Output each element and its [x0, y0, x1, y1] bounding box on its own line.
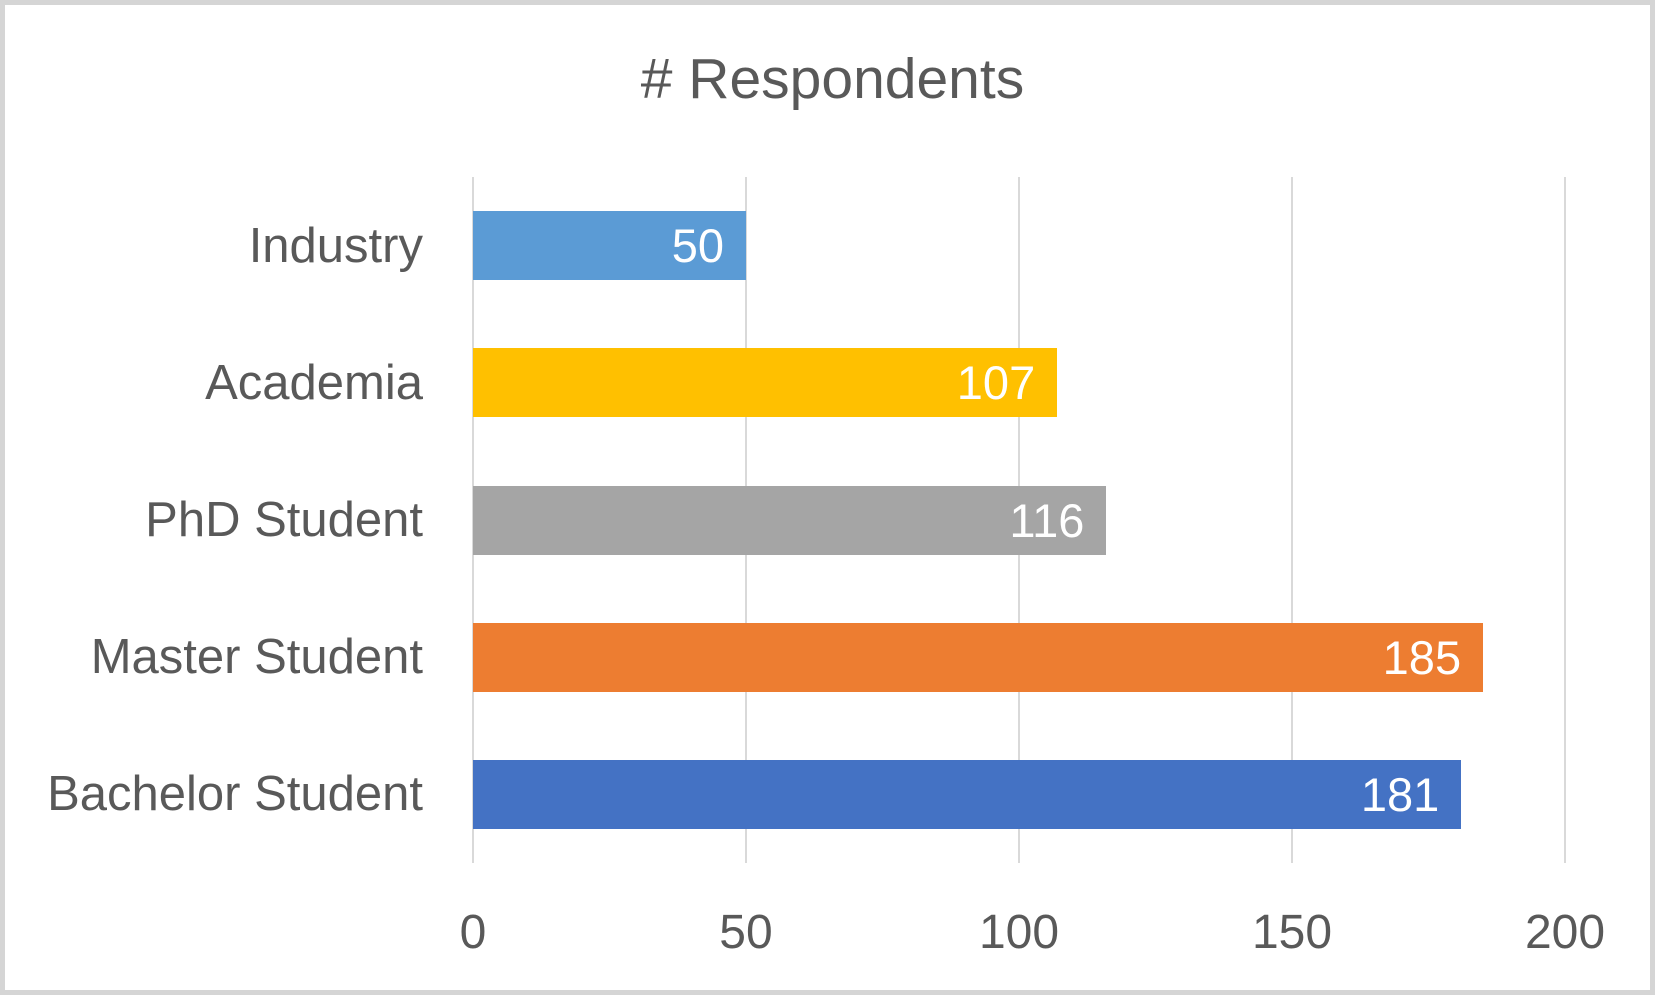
bar-phd-student: 116	[473, 485, 1107, 555]
data-label-bachelor-student: 181	[1360, 767, 1440, 821]
x-tick-label-100: 100	[978, 906, 1060, 959]
x-tick-label-150: 150	[1251, 906, 1333, 959]
chart-title: # Respondents	[640, 47, 1025, 111]
category-label-bachelor-student: Bachelor Student	[47, 767, 423, 822]
x-tick-label-200: 200	[1524, 906, 1606, 959]
value-axis: 0 50 100 150 200	[5, 905, 1655, 975]
bar-academia: 107	[473, 348, 1058, 418]
x-tick-label-0: 0	[459, 906, 487, 959]
data-label-master-student: 185	[1382, 630, 1462, 684]
gridline-x-150	[1291, 177, 1293, 863]
category-label-master-student: Master Student	[90, 630, 423, 685]
category-label-industry: Industry	[248, 218, 423, 273]
data-label-academia: 107	[956, 356, 1036, 410]
gridline-x-200	[1564, 177, 1566, 863]
x-tick-label-50: 50	[719, 906, 773, 959]
data-label-industry: 50	[671, 219, 724, 273]
bar-bachelor-student: 181	[473, 759, 1462, 829]
category-label-phd-student: PhD Student	[145, 492, 423, 547]
bar-industry: 50	[473, 211, 746, 281]
plot-area: 50 107 116 185 181	[472, 177, 1566, 863]
category-axis-labels: Industry Academia PhD Student Master Studen…	[5, 177, 423, 863]
data-label-phd-student: 116	[1009, 493, 1085, 547]
category-label-academia: Academia	[205, 355, 423, 410]
bar-master-student: 185	[473, 622, 1484, 692]
